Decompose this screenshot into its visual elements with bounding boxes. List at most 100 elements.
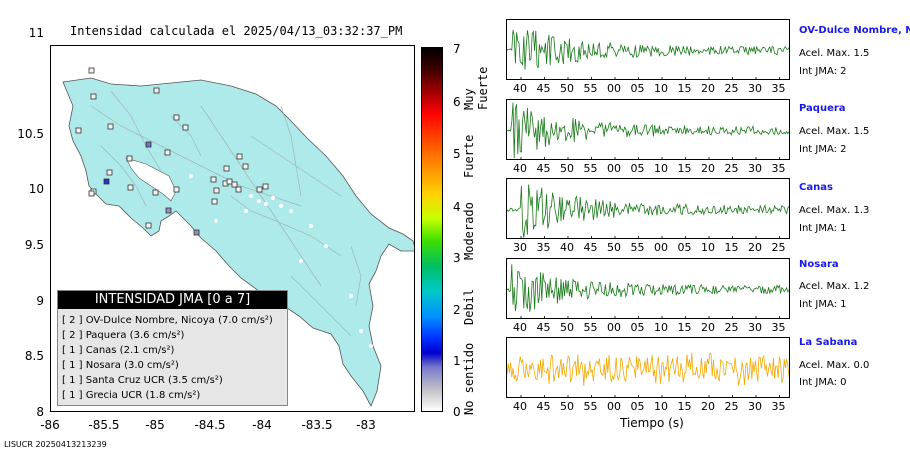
time-tick-label: 20 (701, 162, 715, 175)
time-tick-label: 30 (748, 82, 762, 95)
time-tick-label: 40 (513, 321, 527, 334)
time-tick-label: 50 (560, 321, 574, 334)
lat-tick: 9 (36, 294, 44, 308)
lon-tick: -86 (40, 418, 60, 432)
time-tick-label: 00 (607, 162, 621, 175)
station-jma: Int JMA: 2 (799, 144, 847, 155)
colorbar-word: No sentido (462, 342, 476, 415)
map-canvas (62, 67, 414, 407)
time-tick-label: 10 (654, 82, 668, 95)
time-tick-label: 25 (724, 321, 739, 334)
time-tick-label: 20 (701, 400, 715, 413)
waveform-line (507, 264, 789, 312)
time-tick-label: 10 (654, 400, 668, 413)
time-tick-label: 35 (771, 400, 786, 413)
time-tick-label: 30 (748, 162, 762, 175)
waveform-panel[interactable] (506, 178, 790, 239)
time-tick-label: 10 (654, 321, 668, 334)
waveform-trace (507, 264, 789, 318)
time-tick-label: 00 (607, 321, 621, 334)
time-tick-label: 50 (560, 82, 574, 95)
waveform-panel[interactable] (506, 337, 790, 398)
legend-item: [ 1 ] Grecia UCR (1.8 cm/s²) (62, 390, 201, 401)
station-name: Paquera (799, 103, 846, 114)
time-tick-label: 35 (771, 321, 786, 334)
legend-item: [ 2 ] OV-Dulce Nombre, Nicoya (7.0 cm/s²… (62, 315, 273, 326)
town-dots (189, 174, 373, 348)
lon-tick: -85 (145, 418, 165, 432)
station-jma: Int JMA: 2 (799, 66, 847, 77)
time-axis-label: Tiempo (s) (620, 416, 684, 430)
time-tick-label: 00 (607, 400, 621, 413)
colorbar-tick: 4 (453, 200, 461, 214)
legend-item: [ 2 ] Paquera (3.6 cm/s²) (62, 330, 185, 341)
station-jma: Int JMA: 0 (799, 377, 847, 388)
lat-tick: 9.5 (24, 238, 44, 252)
waveform-line (507, 184, 789, 238)
time-tick-label: 40 (513, 162, 527, 175)
intensity-legend: INTENSIDAD JMA [0 a 7] [ 2 ] OV-Dulce No… (57, 290, 288, 406)
colorbar-tick: 7 (453, 42, 461, 56)
legend-item: [ 1 ] Santa Cruz UCR (3.5 cm/s²) (62, 375, 223, 386)
time-tick-label: 15 (677, 82, 692, 95)
time-tick-label: 50 (607, 241, 621, 254)
waveform-trace (507, 102, 789, 159)
time-tick-label: 35 (771, 162, 786, 175)
legend-item: [ 1 ] Canas (2.1 cm/s²) (62, 345, 175, 356)
lon-tick: -85.5 (88, 418, 120, 432)
time-tick-label: 25 (724, 82, 739, 95)
lat-tick: 11 (28, 26, 44, 40)
time-tick-label: 55 (583, 400, 598, 413)
colorbar-tick: 1 (453, 354, 461, 368)
colorbar-tick: 5 (453, 147, 461, 161)
lon-tick: -83 (356, 418, 376, 432)
time-tick-label: 45 (536, 162, 551, 175)
time-tick-label: 30 (748, 400, 762, 413)
time-tick-label: 35 (536, 241, 551, 254)
waveform-panel[interactable] (506, 19, 790, 80)
station-acel: Acel. Max. 1.5 (799, 126, 870, 137)
time-tick-label: 45 (583, 241, 598, 254)
time-tick-label: 50 (560, 400, 574, 413)
colorbar-word: Moderado (462, 202, 476, 260)
lat-tick: 10 (28, 182, 44, 196)
time-tick-label: 30 (748, 321, 762, 334)
lon-tick: -84.5 (194, 418, 226, 432)
time-tick-label: 15 (724, 241, 739, 254)
waveform-line (507, 102, 789, 159)
time-tick-label: 25 (724, 400, 739, 413)
station-name: La Sabana (799, 337, 858, 348)
legend-title: INTENSIDAD JMA [0 a 7] (58, 291, 287, 309)
time-tick-label: 05 (677, 241, 692, 254)
time-tick-label: 30 (513, 241, 527, 254)
station-name: OV-Dulce Nombre, Nicoya (799, 25, 910, 36)
station-acel: Acel. Max. 1.5 (799, 48, 870, 59)
time-tick-label: 40 (513, 82, 527, 95)
waveform-trace (507, 29, 789, 79)
time-tick-label: 00 (654, 241, 668, 254)
waveform-trace (507, 184, 789, 238)
waveform-panel[interactable] (506, 99, 790, 160)
waveform-trace (507, 352, 789, 397)
legend-item: [ 1 ] Nosara (3.0 cm/s²) (62, 360, 179, 371)
station-acel: Acel. Max. 1.3 (799, 205, 870, 216)
time-tick-label: 15 (677, 321, 692, 334)
time-tick-label: 15 (677, 400, 692, 413)
time-tick-label: 50 (560, 162, 574, 175)
colorbar-word: Muy Fuerte (462, 66, 490, 110)
time-tick-label: 10 (654, 162, 668, 175)
time-tick-label: 45 (536, 400, 551, 413)
colorbar-word: Debil (462, 288, 476, 325)
time-tick-label: 25 (724, 162, 739, 175)
time-tick-label: 20 (701, 321, 715, 334)
colorbar-tick: 6 (453, 95, 461, 109)
time-tick-label: 00 (607, 82, 621, 95)
station-acel: Acel. Max. 1.2 (799, 281, 870, 292)
lon-tick: -84 (252, 418, 272, 432)
station-markers (75, 67, 269, 236)
station-jma: Int JMA: 1 (799, 299, 847, 310)
waveform-panel[interactable] (506, 258, 790, 319)
costa-rica-land (62, 77, 414, 407)
time-tick-label: 45 (536, 82, 551, 95)
time-tick-label: 05 (630, 162, 645, 175)
